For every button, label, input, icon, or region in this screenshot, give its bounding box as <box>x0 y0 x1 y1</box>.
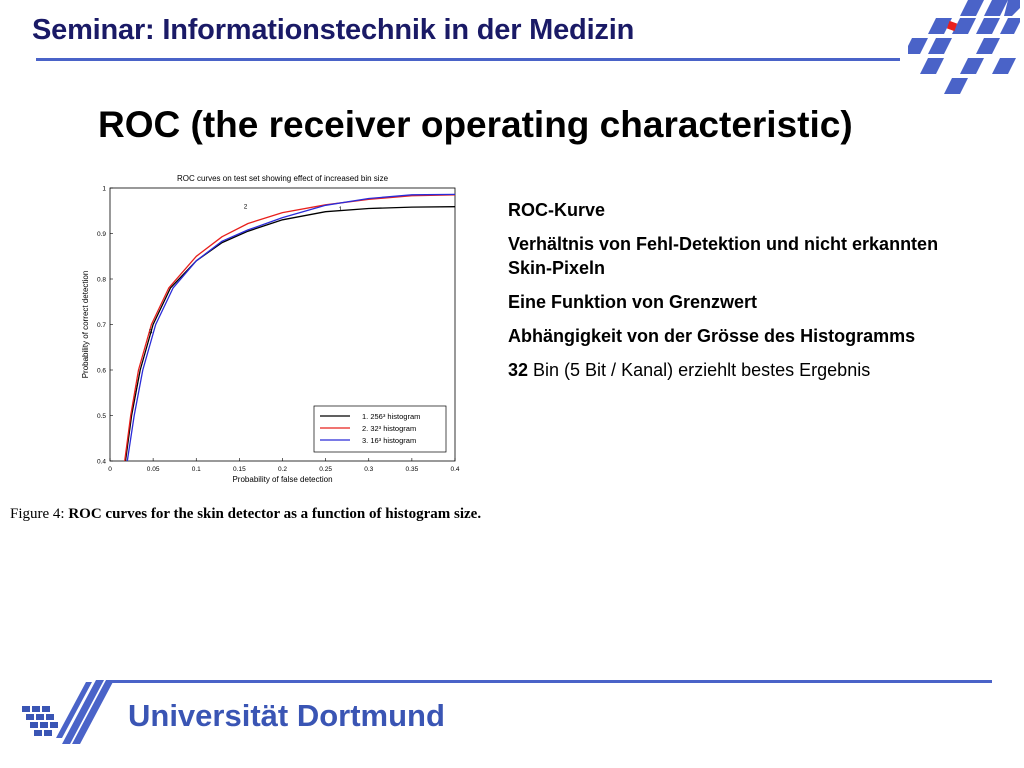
footer-university-name: Universität Dortmund <box>128 698 445 733</box>
y-tick-label: 0.9 <box>97 231 106 238</box>
legend-entry: 2. 32³ histogram <box>362 424 416 433</box>
footer-rule <box>112 680 992 683</box>
series-line-1 <box>124 206 456 462</box>
legend-entry: 3. 16³ histogram <box>362 436 416 445</box>
chart-series <box>124 193 456 462</box>
y-tick-label: 0.7 <box>97 322 106 329</box>
bullet-item: 32 Bin (5 Bit / Kanal) erziehlt bestes E… <box>508 360 871 380</box>
x-tick-label: 0.15 <box>233 466 246 473</box>
roc-chart: 0 0.05 0.1 0.15 0.2 0.25 0.3 0.35 0.4 0.4 0.5 0.6 0.… <box>81 174 460 484</box>
curve-annotation: 1 <box>339 206 343 213</box>
x-tick-label: 0.25 <box>319 466 332 473</box>
chart-labels: 0 0.05 0.1 0.15 0.2 0.25 0.3 0.35 0.4 0.4 0.5 0.6 0.… <box>81 174 460 484</box>
y-tick-label: 0.6 <box>97 368 106 375</box>
y-tick-label: 0.8 <box>97 277 106 284</box>
x-tick-label: 0 <box>108 466 112 473</box>
chart-legend: 1. 256³ histogram 2. 32³ histogram 3. 16³ … <box>313 405 447 453</box>
y-tick-label: 0.5 <box>97 413 106 420</box>
header-title: Seminar: Informationstechnik in der Medi… <box>32 14 635 46</box>
y-tick-label: 0.4 <box>97 459 106 466</box>
chart-title: ROC curves on test set showing effect of… <box>177 174 389 183</box>
bullet-list: ROC-Kurve Verhältnis von Fehl-Detektion … <box>508 198 978 392</box>
legend-box <box>313 405 447 453</box>
slide-title: ROC (the receiver operating characterist… <box>98 104 853 145</box>
footer-logo-icon <box>22 680 114 744</box>
bullet-item: ROC-Kurve <box>508 200 606 220</box>
y-axis-label: Probability of correct detection <box>81 271 90 379</box>
caption-text: ROC curves for the skin detector as a fu… <box>68 506 482 522</box>
curve-annotation: 3 <box>149 329 153 336</box>
university-logo-icon <box>908 0 1020 94</box>
series-line-3 <box>126 193 456 462</box>
bullet-item: Eine Funktion von Grenzwert <box>508 292 758 312</box>
x-axis-label: Probability of false detection <box>232 475 332 484</box>
curve-annotation: 2 <box>244 203 248 210</box>
x-tick-label: 0.2 <box>278 466 287 473</box>
caption-prefix: Figure 4: <box>10 506 65 522</box>
header-rule <box>36 58 900 61</box>
legend-entry: 1. 256³ histogram <box>362 412 420 421</box>
x-tick-label: 0.05 <box>147 466 160 473</box>
x-tick-label: 0.1 <box>192 466 201 473</box>
y-tick-label: 1 <box>102 186 106 193</box>
bullet-item: Abhängigkeit von der Grösse des Histogra… <box>508 326 916 346</box>
figure-caption: Figure 4: ROC curves for the skin detect… <box>10 506 481 523</box>
bullet-item: Verhältnis von Fehl-Detektion und nicht … <box>508 234 939 278</box>
series-line-2 <box>124 194 456 462</box>
x-tick-label: 0.35 <box>406 466 419 473</box>
x-tick-label: 0.3 <box>364 466 373 473</box>
x-tick-label: 0.4 <box>450 466 459 473</box>
